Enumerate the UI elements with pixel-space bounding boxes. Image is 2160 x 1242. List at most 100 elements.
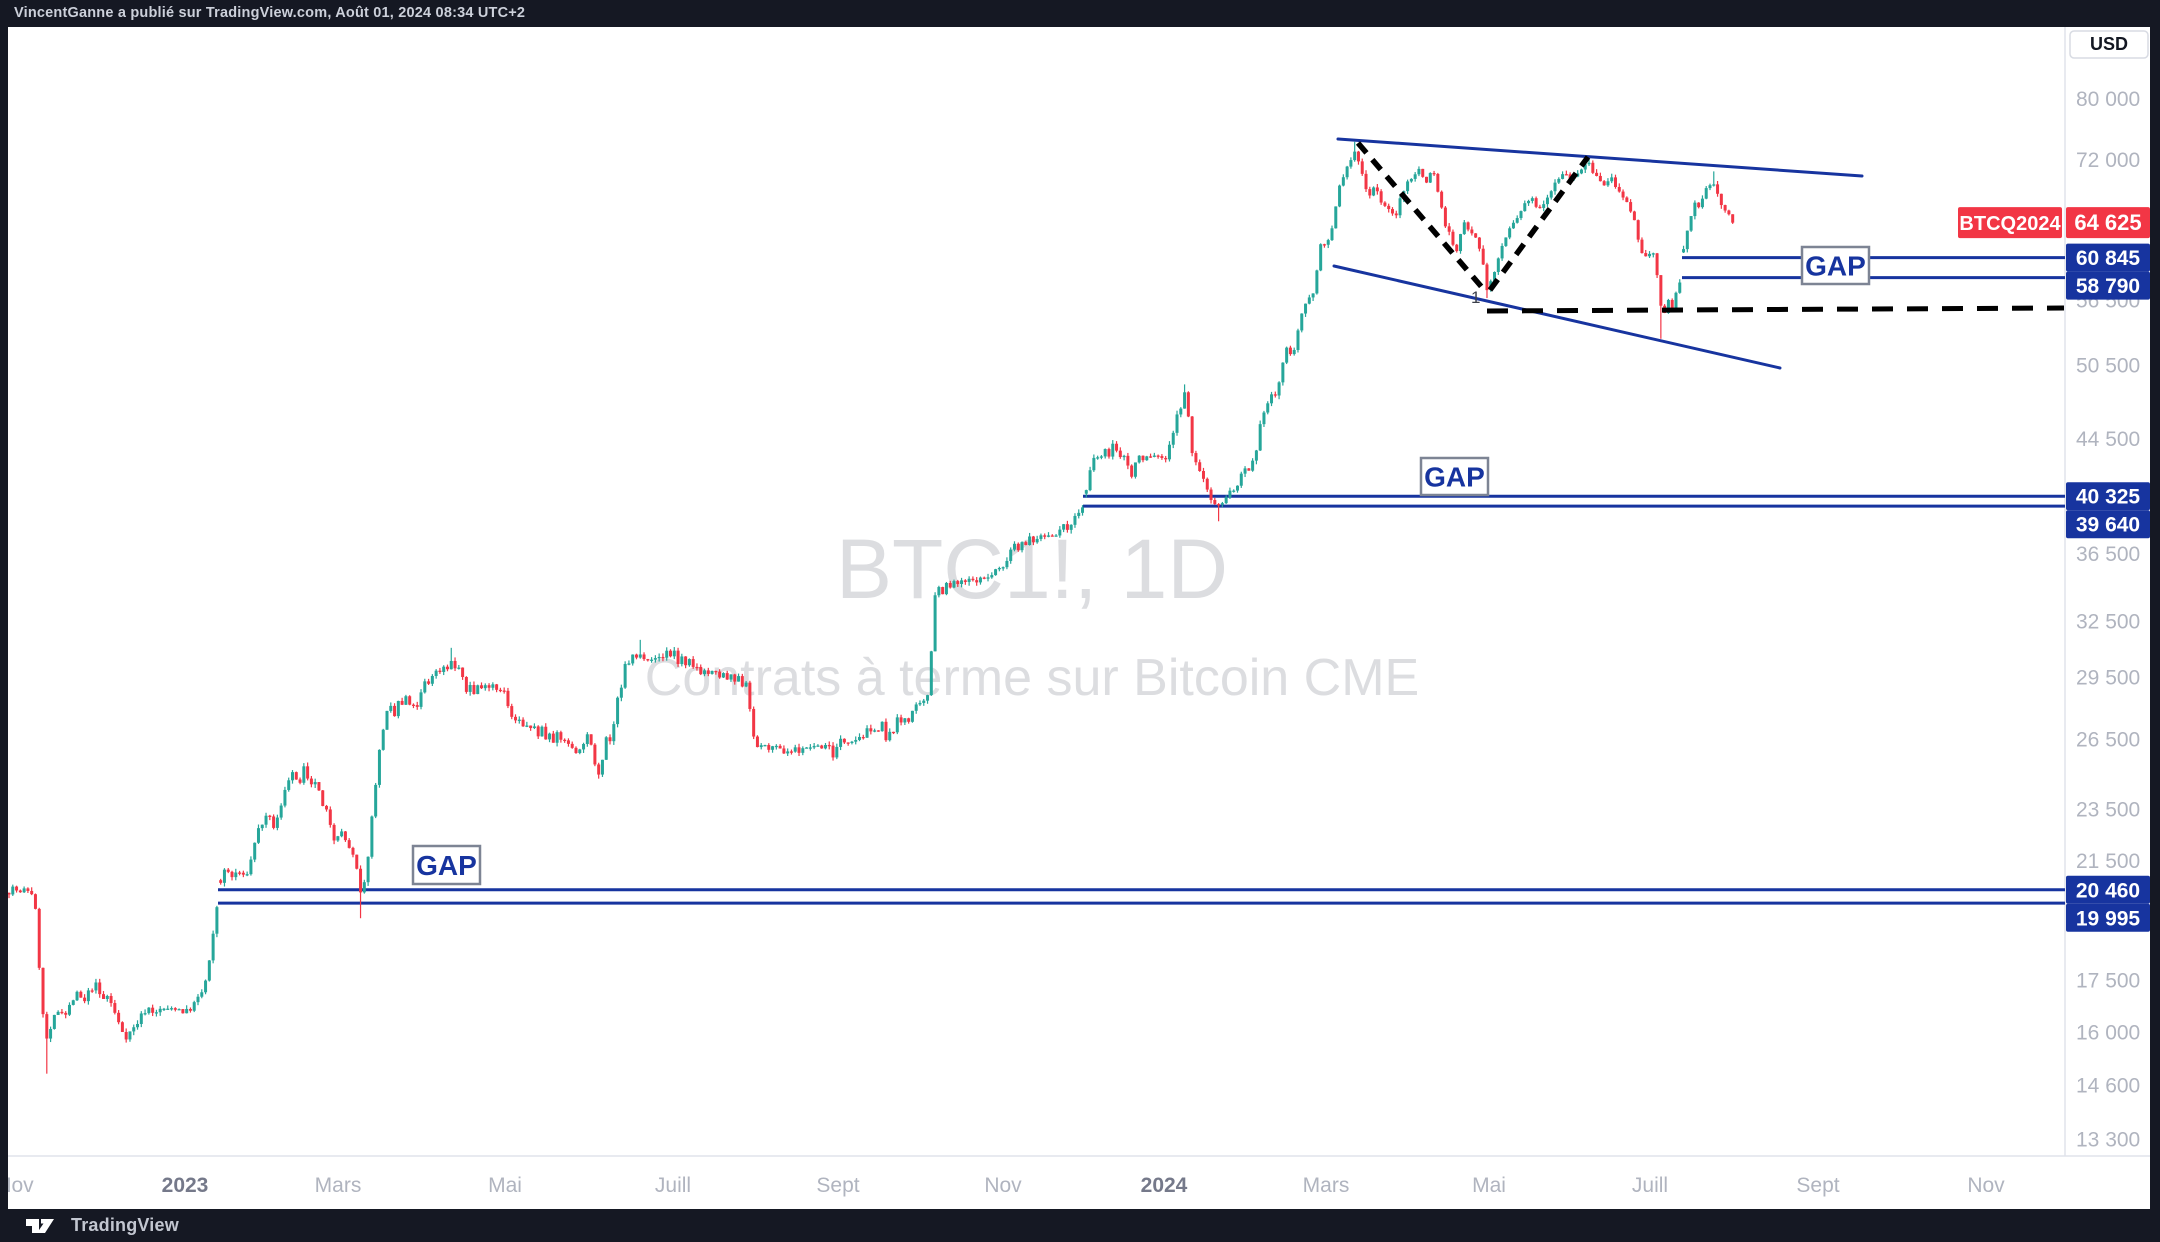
tradingview-logo-icon[interactable] bbox=[26, 1217, 60, 1235]
candle-body bbox=[438, 670, 442, 672]
price-tick-label: 36 500 bbox=[2076, 543, 2140, 566]
candle-body bbox=[1553, 182, 1557, 192]
trendline[interactable] bbox=[1332, 264, 1782, 370]
candle-body bbox=[1394, 213, 1398, 216]
gap-lines bbox=[218, 256, 2065, 905]
candle-body bbox=[532, 726, 536, 729]
trendline[interactable] bbox=[1336, 137, 1864, 178]
candle-body bbox=[994, 569, 998, 576]
candle-body bbox=[990, 575, 994, 578]
candlestick-plot[interactable]: BTC1!, 1D Contrats à terme sur Bitcoin C… bbox=[8, 27, 2150, 1209]
brand-name[interactable]: TradingView bbox=[71, 1215, 179, 1235]
candle-body bbox=[1723, 205, 1727, 211]
currency-button[interactable]: USD bbox=[2069, 30, 2149, 59]
candle-body bbox=[960, 580, 964, 585]
candle-body bbox=[94, 982, 98, 991]
candle-body bbox=[1685, 230, 1689, 250]
candle-body bbox=[657, 656, 661, 659]
candle-body bbox=[1236, 485, 1239, 491]
candle-body bbox=[1349, 160, 1353, 167]
candle-body bbox=[1523, 203, 1527, 212]
candle-body bbox=[1629, 202, 1633, 212]
candle-body bbox=[370, 816, 374, 857]
candle-body bbox=[1383, 202, 1387, 206]
candle-body bbox=[502, 690, 506, 692]
candle-body bbox=[1727, 210, 1731, 215]
gap-label-box-january-2023-gap[interactable]: GAP bbox=[411, 844, 482, 886]
candle-body bbox=[975, 580, 979, 583]
candle-body bbox=[461, 667, 465, 678]
gap-label-box-december-2023-gap[interactable]: GAP bbox=[1419, 456, 1490, 497]
candle-body bbox=[162, 1008, 166, 1011]
candle-body bbox=[718, 671, 722, 678]
currency-label: USD bbox=[2090, 34, 2128, 54]
candle-body bbox=[1115, 443, 1119, 451]
candle-body bbox=[1209, 489, 1213, 501]
candle-body bbox=[1300, 313, 1304, 331]
dashed-line[interactable] bbox=[1355, 141, 1489, 294]
candle-body bbox=[589, 734, 593, 745]
candle-body bbox=[854, 739, 858, 742]
candle-body bbox=[1092, 457, 1096, 471]
candle-body bbox=[377, 749, 381, 785]
svg-text:20 460: 20 460 bbox=[2076, 879, 2140, 902]
candle-body bbox=[529, 725, 533, 729]
candle-body bbox=[196, 996, 200, 1003]
month-tick-label: Nov bbox=[1967, 1174, 2005, 1197]
candle-body bbox=[555, 732, 559, 743]
candle-body bbox=[30, 890, 34, 895]
gap-price-badge-top: 20 460 bbox=[2066, 875, 2150, 904]
candle-body bbox=[52, 1014, 56, 1029]
candle-body bbox=[1606, 181, 1610, 186]
price-tick-label: 80 000 bbox=[2076, 88, 2140, 111]
candle-body bbox=[823, 744, 827, 749]
candle-body bbox=[525, 725, 529, 727]
candle-body bbox=[858, 737, 861, 740]
candle-body bbox=[1421, 168, 1425, 177]
candle-body bbox=[1073, 515, 1077, 525]
candle-body bbox=[1689, 216, 1693, 231]
candle-body bbox=[1039, 535, 1043, 539]
candle-body bbox=[332, 824, 336, 841]
time-axis[interactable] bbox=[8, 1156, 2065, 1209]
candle-body bbox=[423, 681, 427, 693]
candle-body bbox=[1016, 543, 1020, 551]
gap-label-box-july-2024-gap[interactable]: GAP bbox=[1800, 245, 1871, 286]
dashed-line[interactable] bbox=[1486, 305, 2065, 314]
candle-body bbox=[536, 726, 540, 737]
candle-body bbox=[699, 666, 703, 675]
candle-body bbox=[1164, 457, 1168, 460]
candle-body bbox=[219, 880, 223, 883]
candle-body bbox=[1700, 198, 1704, 208]
svg-text:64 625: 64 625 bbox=[2074, 210, 2141, 235]
candle-body bbox=[1054, 535, 1058, 537]
candle-body bbox=[1655, 253, 1659, 276]
candle-body bbox=[653, 658, 657, 660]
price-tick-label: 26 500 bbox=[2076, 729, 2140, 752]
price-tick-label: 21 500 bbox=[2076, 850, 2140, 873]
candle-body bbox=[597, 764, 601, 775]
candle-body bbox=[631, 654, 635, 664]
price-tick-label: 16 000 bbox=[2076, 1021, 2140, 1044]
candle-body bbox=[1417, 168, 1421, 175]
candle-body bbox=[1527, 200, 1531, 204]
candle-body bbox=[495, 684, 499, 690]
candle-body bbox=[355, 854, 359, 869]
candle-body bbox=[578, 749, 582, 753]
candle-body bbox=[926, 695, 930, 701]
candle-body bbox=[937, 587, 941, 596]
candle-body bbox=[729, 674, 733, 680]
candle-body bbox=[491, 684, 495, 688]
candle-body bbox=[1009, 549, 1013, 561]
candle-body bbox=[1315, 270, 1319, 294]
candle-body bbox=[1133, 462, 1137, 477]
chart-canvas[interactable] bbox=[8, 27, 2065, 1156]
candle-body bbox=[1273, 394, 1277, 396]
candle-body bbox=[880, 721, 884, 732]
candle-body bbox=[185, 1008, 189, 1014]
price-axis[interactable] bbox=[2065, 27, 2150, 1156]
candle-body bbox=[801, 748, 805, 753]
candle-body bbox=[1485, 264, 1489, 291]
candle-body bbox=[1258, 424, 1262, 451]
dashed-line[interactable] bbox=[1487, 155, 1591, 292]
